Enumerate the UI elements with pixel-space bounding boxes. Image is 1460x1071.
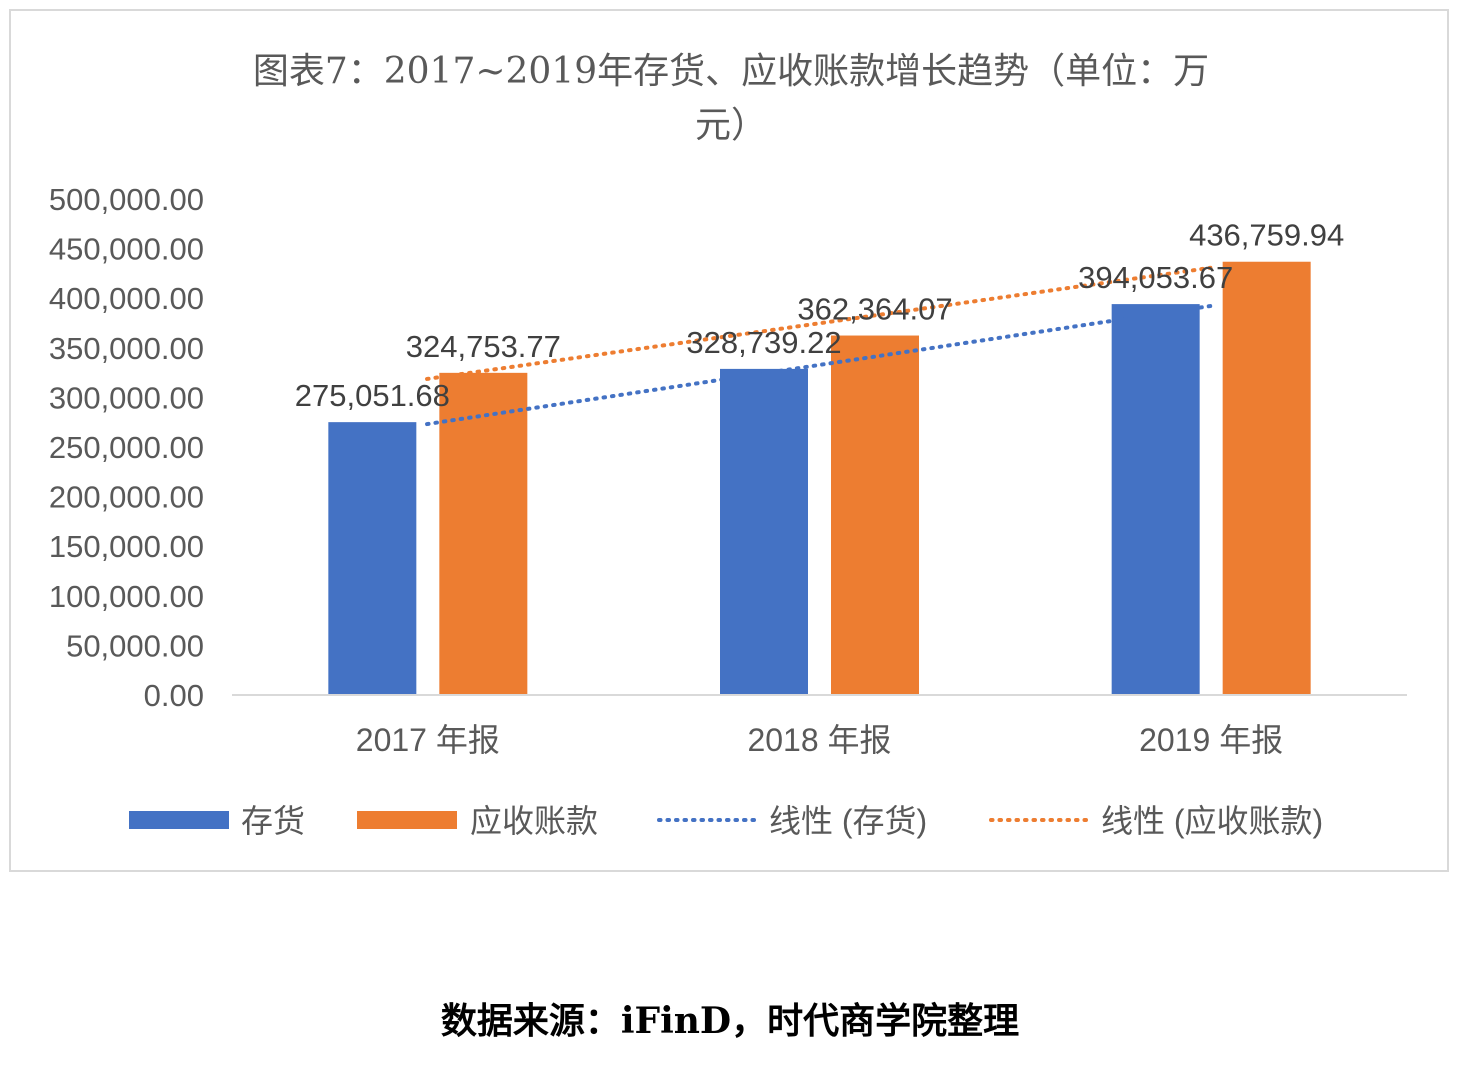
legend-item-inventory-swatch xyxy=(129,811,229,829)
chart-frame: 图表7：2017~2019年存货、应收账款增长趋势（单位：万 元） 0.00 50,… xyxy=(9,9,1449,872)
x-tick-label: 2017 年报 xyxy=(356,722,500,758)
y-tick-label: 450,000.00 xyxy=(49,232,204,267)
y-axis: 0.00 50,000.00 100,000.00 150,000.00 200,000… xyxy=(49,182,204,713)
y-tick-label: 350,000.00 xyxy=(49,331,204,366)
bar-inventory xyxy=(720,368,808,695)
y-tick-label: 250,000.00 xyxy=(49,430,204,465)
legend-item-trend-receivables-label: 线性 (应收账款) xyxy=(1101,803,1323,839)
legend: 存货 应收账款 线性 (存货) 线性 (应收账款) xyxy=(129,803,1323,839)
legend-item-receivables-swatch xyxy=(357,811,457,829)
y-tick-label: 150,000.00 xyxy=(49,529,204,564)
source-note: 数据来源：iFinD，时代商学院整理 xyxy=(440,1000,1020,1042)
y-tick-label: 50,000.00 xyxy=(66,628,204,663)
data-labels: 275,051.68 328,739.22 394,053.67 324,753.77… xyxy=(295,218,1344,413)
y-tick-label: 0.00 xyxy=(144,678,204,713)
legend-item-receivables-label: 应收账款 xyxy=(470,803,598,839)
legend-item-inventory-label: 存货 xyxy=(241,803,305,839)
data-label: 394,053.67 xyxy=(1078,260,1233,295)
data-label: 324,753.77 xyxy=(406,329,561,364)
data-label: 436,759.94 xyxy=(1189,218,1344,253)
x-axis: 2017 年报 2018 年报 2019 年报 xyxy=(232,694,1407,758)
data-label: 275,051.68 xyxy=(295,378,450,413)
y-tick-label: 100,000.00 xyxy=(49,579,204,614)
bar-receivables xyxy=(439,372,528,695)
bar-inventory xyxy=(328,422,417,695)
x-tick-label: 2018 年报 xyxy=(747,722,891,758)
chart-title: 图表7：2017~2019年存货、应收账款增长趋势（单位：万元） xyxy=(253,51,1209,146)
y-tick-label: 400,000.00 xyxy=(49,281,204,316)
data-label: 328,739.22 xyxy=(686,325,841,360)
y-tick-label: 300,000.00 xyxy=(49,380,204,415)
chart-title-line: 元） xyxy=(695,105,767,146)
x-tick-label: 2019 年报 xyxy=(1139,722,1283,758)
chart-title-line: 图表7：2017~2019年存货、应收账款增长趋势（单位：万 xyxy=(253,51,1209,92)
bar-receivables xyxy=(1222,261,1311,695)
y-tick-label: 200,000.00 xyxy=(49,480,204,515)
bar-inventory xyxy=(1111,304,1200,695)
bar-chart: 图表7：2017~2019年存货、应收账款增长趋势（单位：万元） 0.00 50,… xyxy=(49,51,1407,839)
bar-receivables xyxy=(831,335,919,695)
legend-item-trend-inventory-label: 线性 (存货) xyxy=(769,803,927,839)
y-tick-label: 500,000.00 xyxy=(49,182,204,217)
bars xyxy=(328,261,1311,695)
data-label: 362,364.07 xyxy=(797,292,952,327)
